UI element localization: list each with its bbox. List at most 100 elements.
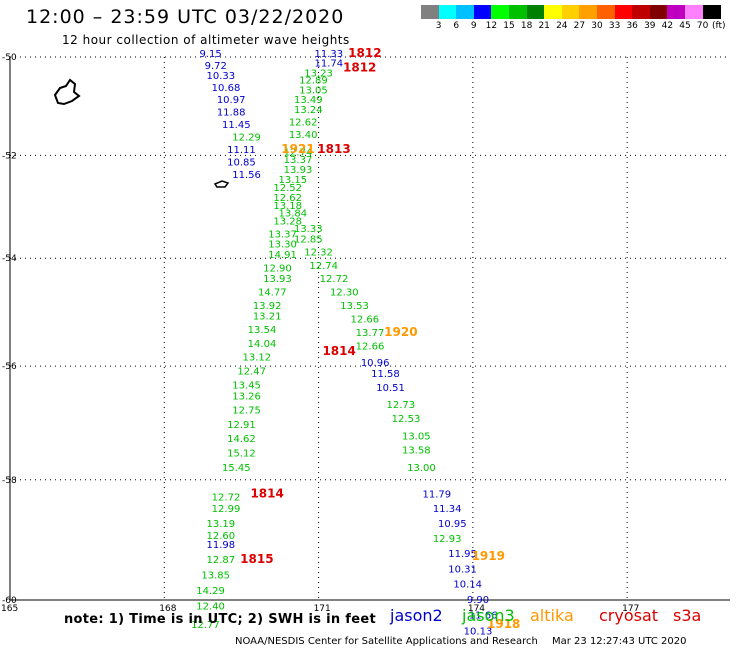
color-scale-label: 42 [661,21,674,31]
jason3-value-label: 12.77 [191,620,220,631]
color-scale-label: 9 [470,21,477,31]
jason2-value-label: 10.14 [453,580,482,591]
altika-value-label: 1918 [487,617,520,631]
jason3-value-label: 14.04 [248,339,277,350]
jason3-value-label: 14.91 [268,250,297,261]
jason3-value-label: 13.30 [268,240,297,251]
jason2-value-label: 11.88 [217,108,246,119]
legend-altika: altika [530,606,574,625]
latitude-label: -56 [2,362,17,372]
island-outline [53,78,81,106]
jason3-value-label: 12.73 [387,400,416,411]
color-scale-swatch [667,5,686,19]
cryosat-value-label: 1815 [240,552,273,566]
color-scale-swatch [702,5,721,19]
jason3-value-label: 12.91 [227,420,256,431]
jason3-value-label: 14.29 [196,586,225,597]
jason2-value-label: 10.85 [227,157,256,168]
jason2-value-label: 11.33 [315,49,344,60]
jason3-value-label: 13.58 [402,446,431,457]
jason3-value-label: 12.89 [299,76,328,87]
jason2-value-label: 11.79 [423,489,452,500]
jason3-value-label: 13.54 [248,325,277,336]
jason3-value-label: 13.18 [273,201,302,212]
jason2-value-label: 11.98 [207,540,236,551]
jason2-value-label: 11.34 [433,504,462,515]
jason3-value-label: 15.45 [222,463,251,474]
jason3-value-label: 13.49 [294,95,323,106]
color-scale-label: 27 [573,21,586,31]
jason2-value-label: 11.56 [232,170,261,181]
jason3-value-label: 13.05 [402,431,431,442]
color-scale-swatch [632,5,651,19]
color-scale-swatch [649,5,668,19]
jason3-value-label: 12.99 [212,504,241,515]
legend-jason3: jason3 [462,606,515,625]
color-scale-label: 33 [608,21,621,31]
jason3-value-label: 12.85 [294,234,323,245]
jason2-value-label: 11.45 [222,120,251,131]
jason2-value-label: 11.11 [227,145,256,156]
jason3-value-label: 12.53 [392,414,421,425]
jason3-value-label: 15.12 [227,449,256,460]
jason3-value-label: 12.40 [196,601,225,612]
jason3-value-label: 13.93 [263,274,292,285]
latitude-label: -50 [2,53,17,63]
jason3-value-label: 13.85 [201,570,230,581]
color-scale-label: 36 [626,21,638,31]
longitude-label: 177 [622,604,639,614]
color-scale-label: 21 [538,21,550,31]
jason3-value-label: 12.32 [304,248,333,259]
cryosat-value-label: 1814 [322,344,355,358]
jason3-value-label: 12.93 [433,534,462,545]
color-scale-unit: (ft) [712,21,726,31]
jason3-value-label: 13.77 [356,328,385,339]
color-scale-label: 3 [435,21,442,31]
color-scale-swatch [544,5,563,19]
jason3-value-label: 13.40 [289,130,318,141]
jason2-value-label: 10.96 [361,358,390,369]
jason3-value-label: 13.92 [253,301,282,312]
jason2-value-label: 10.97 [217,95,246,106]
color-scale-swatch [509,5,528,19]
jason3-value-label: 13.28 [273,216,302,227]
jason3-value-label: 12.90 [263,263,292,274]
jason3-value-label: 12.52 [273,183,302,194]
page-subtitle: 12 hour collection of altimeter wave hei… [62,33,350,47]
jason3-value-label: 12.74 [309,261,338,272]
jason3-value-label: 13.05 [299,85,328,96]
jason3-value-label: 13.37 [268,229,297,240]
color-scale-swatch [614,5,633,19]
jason2-value-label: 10.13 [464,626,493,637]
jason3-value-label: 14.77 [258,287,287,298]
jason3-value-label: 12.74 [284,147,313,158]
jason3-value-label: 13.53 [340,301,369,312]
color-scale-label: 12 [485,21,498,31]
color-scale-swatch [561,5,580,19]
credit-text: NOAA/NESDIS Center for Satellite Applica… [235,636,538,647]
jason2-value-label: 9.15 [199,49,221,60]
jason3-value-label: 13.12 [243,353,272,364]
jason2-value-label: 9.90 [467,595,489,606]
jason3-value-label: 12.75 [232,406,261,417]
jason3-value-label: 13.21 [253,312,282,323]
jason2-value-label: 11.66 [469,611,498,622]
jason3-value-label: 13.45 [232,380,261,391]
jason2-value-label: 10.31 [448,564,477,575]
color-scale-label: 15 [503,21,515,31]
color-scale-label: 24 [556,21,568,31]
island-outline [213,180,230,188]
color-scale-label: 45 [679,21,691,31]
color-scale-swatch [473,5,492,19]
footer-note: note: 1) Time is in UTC; 2) SWH is in fe… [64,612,376,627]
jason2-value-label: 11.74 [315,59,344,70]
jason3-value-label: 12.66 [356,342,385,353]
jason2-value-label: 10.33 [207,71,236,82]
color-scale-label: 30 [591,21,603,31]
jason3-value-label: 12.62 [289,117,318,128]
jason3-value-label: 12.66 [351,314,380,325]
page-title: 12:00 – 23:59 UTC 03/22/2020 [26,6,345,28]
jason3-value-label: 13.19 [207,519,236,530]
longitude-label: 171 [314,604,331,614]
